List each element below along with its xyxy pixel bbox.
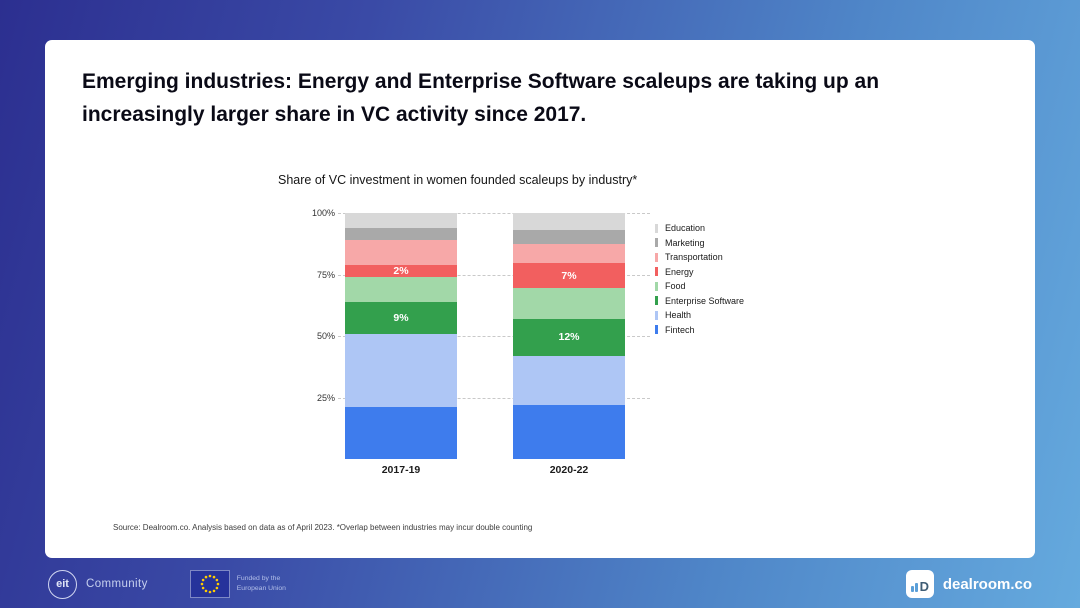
legend-item: Energy <box>655 265 744 280</box>
source-note: Source: Dealroom.co. Analysis based on d… <box>113 523 533 532</box>
x-label-1: 2020-22 <box>549 464 589 476</box>
y-tick-label: 75% <box>316 269 335 280</box>
content-card: Emerging industries: Energy and Enterpri… <box>45 40 1035 558</box>
legend-item: Education <box>655 221 744 236</box>
gridlines <box>338 213 650 459</box>
bar-1: 7% 12% <box>513 213 625 459</box>
bar-segment-food <box>513 288 625 319</box>
y-tick-label: 25% <box>316 392 335 403</box>
bar-segment-enterprise-software: 9% <box>345 301 457 334</box>
eu-funding-logo: Funded by the European Union <box>189 570 286 598</box>
y-axis-ticks: 100% 75% 50% 25% <box>295 208 335 459</box>
eu-funding-line2: European Union <box>236 585 286 592</box>
bar-segment-label: 9% <box>393 311 409 324</box>
bar-segment-energy: 2% <box>345 264 457 277</box>
bar-segment-food <box>345 276 457 302</box>
footer: eit Community Funded by the European Uni… <box>45 562 1035 606</box>
bar-segment-marketing <box>345 227 457 241</box>
legend-marker <box>655 325 658 335</box>
legend-label: Energy <box>665 266 694 277</box>
legend-marker <box>655 252 658 262</box>
dealroom-icon-letter: D <box>919 579 929 594</box>
chart-legend: Education Marketing Transportation Energy Fo… <box>655 221 744 337</box>
dealroom-label: dealroom.co <box>942 575 1032 593</box>
bar-segment-enterprise-software: 12% <box>513 318 625 356</box>
bar-segment-marketing <box>513 230 625 244</box>
eu-funding-label: Funded by the European Union <box>237 574 286 594</box>
eu-flag-stars <box>200 574 220 594</box>
dealroom-icon-bar-small <box>910 586 914 592</box>
bar-segment-transportation <box>345 240 457 265</box>
x-label-0: 2017-19 <box>381 464 421 476</box>
legend-item: Food <box>655 279 744 294</box>
legend-item: Fintech <box>655 323 744 338</box>
bar-segment-education <box>345 213 457 228</box>
slide-title-line1: Emerging industries: Energy and Enterpri… <box>82 70 880 93</box>
dealroom-icon: D <box>905 570 934 598</box>
eit-community-logo: eit Community <box>48 569 148 599</box>
bar-segment-education <box>513 213 625 231</box>
bar-segment-health <box>513 355 625 405</box>
legend-label: Transportation <box>665 252 723 263</box>
bar-segment-transportation <box>513 243 625 264</box>
dealroom-icon-bar-large <box>915 583 919 592</box>
legend-marker <box>655 267 658 277</box>
legend-item: Health <box>655 308 744 323</box>
eit-community-label: Community <box>86 578 148 590</box>
chart-title: Share of VC investment in women founded … <box>278 173 638 187</box>
bar-segment-label: 2% <box>393 264 409 277</box>
bar-segment-label: 12% <box>558 331 580 344</box>
bar-segment-fintech <box>513 404 625 459</box>
bar-segment-label: 7% <box>561 269 577 282</box>
gridline <box>338 213 650 214</box>
legend-item: Marketing <box>655 236 744 251</box>
slide-title: Emerging industries: Energy and Enterpri… <box>82 66 982 131</box>
gridline <box>338 274 650 276</box>
eu-funding-line1: Funded by the <box>236 574 281 582</box>
legend-label: Education <box>665 223 706 234</box>
bar-segment-fintech <box>345 407 457 459</box>
gridline <box>338 397 650 399</box>
legend-marker <box>655 310 658 320</box>
bar-0: 2% 9% <box>345 213 457 459</box>
bar-segment-health <box>345 333 457 408</box>
legend-label: Health <box>665 310 692 321</box>
gridline <box>338 336 650 337</box>
bar-segment-energy: 7% <box>513 263 625 288</box>
legend-marker <box>655 238 658 248</box>
legend-marker <box>655 223 658 233</box>
legend-label: Food <box>665 281 686 292</box>
legend-label: Marketing <box>665 237 705 248</box>
legend-marker <box>655 296 658 306</box>
legend-item: Transportation <box>655 250 744 265</box>
eu-flag-icon <box>189 570 230 598</box>
legend-item: Enterprise Software <box>655 294 744 309</box>
legend-label: Fintech <box>665 324 695 335</box>
dealroom-logo: D dealroom.co <box>905 570 1032 598</box>
slide-title-line2: increasingly larger share in VC activity… <box>82 102 587 126</box>
y-tick-label: 50% <box>316 331 335 341</box>
legend-label: Enterprise Software <box>665 295 745 306</box>
eit-logo-icon: eit <box>48 569 77 599</box>
legend-marker <box>655 281 658 291</box>
y-tick-label: 100% <box>311 208 335 218</box>
